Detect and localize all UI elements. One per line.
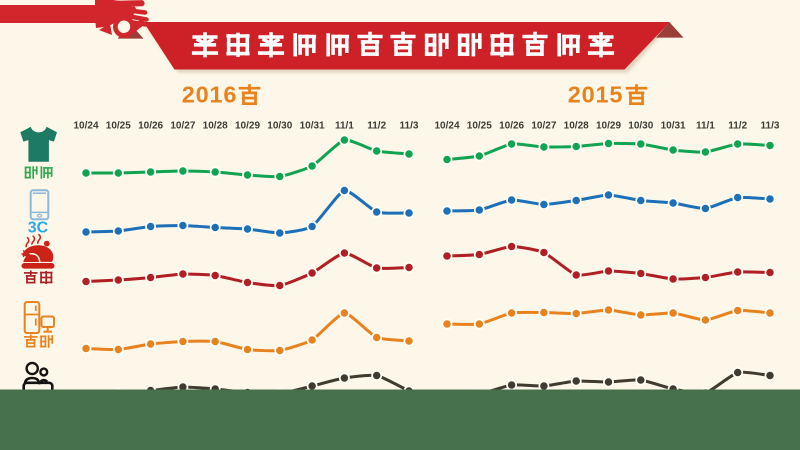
svg-text:10/28: 10/28 xyxy=(564,121,589,132)
svg-text:10/31: 10/31 xyxy=(300,121,325,132)
svg-text:11/2: 11/2 xyxy=(367,121,386,132)
svg-text:3C: 3C xyxy=(28,220,49,237)
svg-text:11/3: 11/3 xyxy=(761,121,780,132)
svg-text:10/30: 10/30 xyxy=(267,121,292,132)
svg-text:2016: 2016 xyxy=(182,82,237,108)
svg-text:10/27: 10/27 xyxy=(531,121,556,132)
svg-text:10/24: 10/24 xyxy=(73,121,98,132)
svg-text:10/28: 10/28 xyxy=(203,121,228,132)
svg-text:10/26: 10/26 xyxy=(499,121,524,132)
svg-text:10/31: 10/31 xyxy=(661,121,686,132)
svg-text:10/24: 10/24 xyxy=(434,121,459,132)
svg-text:2015: 2015 xyxy=(568,82,623,108)
svg-text:10/30: 10/30 xyxy=(628,121,653,132)
svg-text:10/29: 10/29 xyxy=(596,121,621,132)
svg-text:10/26: 10/26 xyxy=(138,121,163,132)
svg-text:10/25: 10/25 xyxy=(106,121,131,132)
svg-text:10/29: 10/29 xyxy=(235,121,260,132)
svg-text:11/1: 11/1 xyxy=(696,121,715,132)
svg-text:10/27: 10/27 xyxy=(170,121,195,132)
svg-text:10/25: 10/25 xyxy=(467,121,492,132)
svg-text:11/2: 11/2 xyxy=(728,121,747,132)
svg-text:11/3: 11/3 xyxy=(400,121,419,132)
svg-text:11/1: 11/1 xyxy=(335,121,354,132)
